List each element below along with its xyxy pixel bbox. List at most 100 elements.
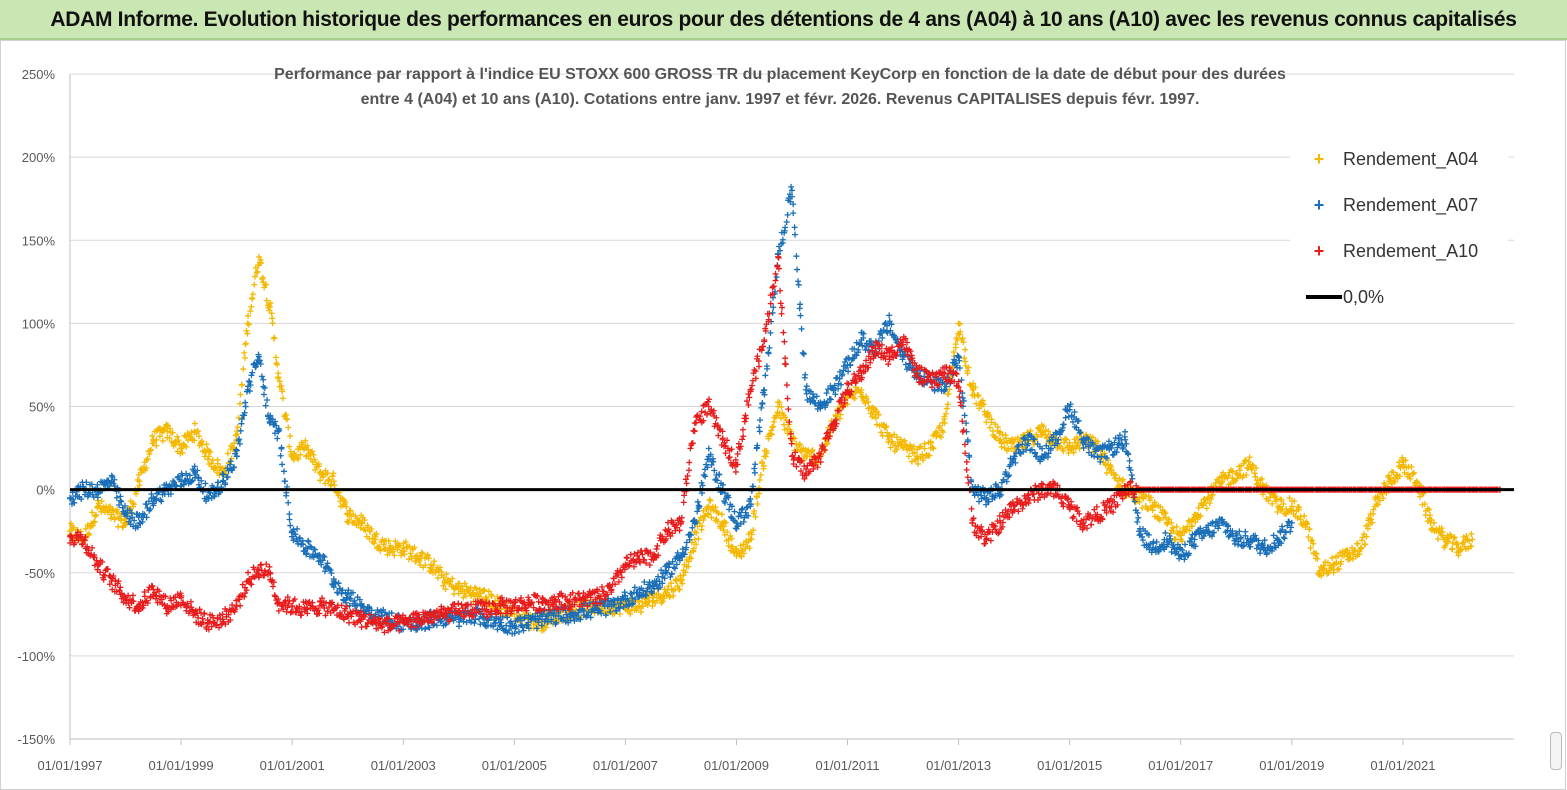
y-tick-label: 100% xyxy=(22,316,56,331)
a10-point xyxy=(786,419,793,426)
a10-point xyxy=(1025,500,1032,507)
a07-point xyxy=(1229,528,1236,535)
a10-point xyxy=(512,596,519,603)
a10-point xyxy=(886,356,893,363)
a04-point xyxy=(1212,480,1219,487)
a10-point xyxy=(376,615,383,622)
a10-point xyxy=(973,530,980,537)
a04-point xyxy=(939,419,946,426)
a10-point xyxy=(492,602,499,609)
a04-point xyxy=(1297,516,1304,523)
a04-point xyxy=(712,504,719,511)
a07-point xyxy=(602,612,609,619)
series-rendement-a10 xyxy=(67,253,1504,636)
a10-point xyxy=(291,596,298,603)
a10-point xyxy=(383,614,390,621)
a07-point xyxy=(472,616,479,623)
a04-point xyxy=(418,549,425,556)
a10-point xyxy=(618,574,625,581)
a04-point xyxy=(693,529,700,536)
a07-point xyxy=(1085,436,1092,443)
a10-point xyxy=(772,270,779,277)
a07-point xyxy=(577,616,584,623)
a04-point xyxy=(782,414,789,421)
a10-point xyxy=(1093,503,1100,510)
a07-point xyxy=(260,391,267,398)
a04-point xyxy=(796,441,803,448)
a10-point xyxy=(894,349,901,356)
a07-point xyxy=(956,357,963,364)
a10-point xyxy=(383,620,390,627)
a04-point xyxy=(324,470,331,477)
a10-point xyxy=(952,370,959,377)
a07-point xyxy=(1155,548,1162,555)
a10-point xyxy=(248,581,255,588)
a10-point xyxy=(851,371,858,378)
a10-point xyxy=(779,304,786,311)
a10-point xyxy=(626,562,633,569)
a04-point xyxy=(1258,475,1265,482)
a07-point xyxy=(238,416,245,423)
a10-point xyxy=(752,368,759,375)
a07-point xyxy=(759,399,766,406)
a07-point xyxy=(1139,537,1146,544)
a04-point xyxy=(172,441,179,448)
a04-point xyxy=(391,552,398,559)
a10-point xyxy=(798,457,805,464)
a10-point xyxy=(758,347,765,354)
a10-point xyxy=(724,437,731,444)
a10-point xyxy=(682,476,689,483)
a10-point xyxy=(511,599,518,606)
a10-point xyxy=(918,364,925,371)
a04-point xyxy=(1157,503,1164,510)
a10-point xyxy=(963,458,970,465)
a04-point xyxy=(1304,521,1311,528)
a04-point xyxy=(311,456,318,463)
a10-point xyxy=(655,552,662,559)
a07-point xyxy=(1116,432,1123,439)
a07-point xyxy=(1090,441,1097,448)
y-tick-label: 0% xyxy=(36,483,55,498)
a10-point xyxy=(961,441,968,448)
a07-point xyxy=(1067,401,1074,408)
a10-point xyxy=(1119,495,1126,502)
a10-point xyxy=(810,462,817,469)
a10-point xyxy=(205,626,212,633)
a10-point xyxy=(612,581,619,588)
a07-point xyxy=(782,224,789,231)
a10-point xyxy=(963,466,970,473)
a04-point xyxy=(160,427,167,434)
a10-point xyxy=(865,364,872,371)
a10-point xyxy=(79,541,86,548)
a07-point xyxy=(553,619,560,626)
a04-point xyxy=(117,517,124,524)
a04-point xyxy=(431,558,438,565)
a10-point xyxy=(321,605,328,612)
a10-point xyxy=(602,596,609,603)
a04-point xyxy=(1401,469,1408,476)
a10-point xyxy=(734,461,741,468)
a10-point xyxy=(591,589,598,596)
a07-point xyxy=(658,567,665,574)
a04-point xyxy=(285,424,292,431)
a04-point xyxy=(639,603,646,610)
a10-point xyxy=(939,369,946,376)
a07-point xyxy=(540,611,547,618)
a10-point xyxy=(669,530,676,537)
a04-point xyxy=(776,399,783,406)
a04-point xyxy=(1243,472,1250,479)
a10-point xyxy=(117,584,124,591)
a07-point xyxy=(702,473,709,480)
a10-point xyxy=(766,310,773,317)
a04-point xyxy=(960,339,967,346)
a10-point xyxy=(496,600,503,607)
a10-point xyxy=(765,316,772,323)
a10-point xyxy=(841,399,848,406)
a04-point xyxy=(927,438,934,445)
a04-point xyxy=(917,443,924,450)
a04-point xyxy=(153,436,160,443)
a04-point xyxy=(965,364,972,371)
a07-point xyxy=(1252,532,1259,539)
a10-point xyxy=(285,600,292,607)
a04-point xyxy=(1253,465,1260,472)
